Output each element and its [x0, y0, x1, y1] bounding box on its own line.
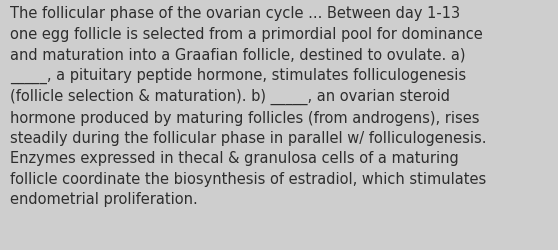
Text: The follicular phase of the ovarian cycle ... Between day 1-13
one egg follicle : The follicular phase of the ovarian cycl…: [10, 6, 487, 206]
